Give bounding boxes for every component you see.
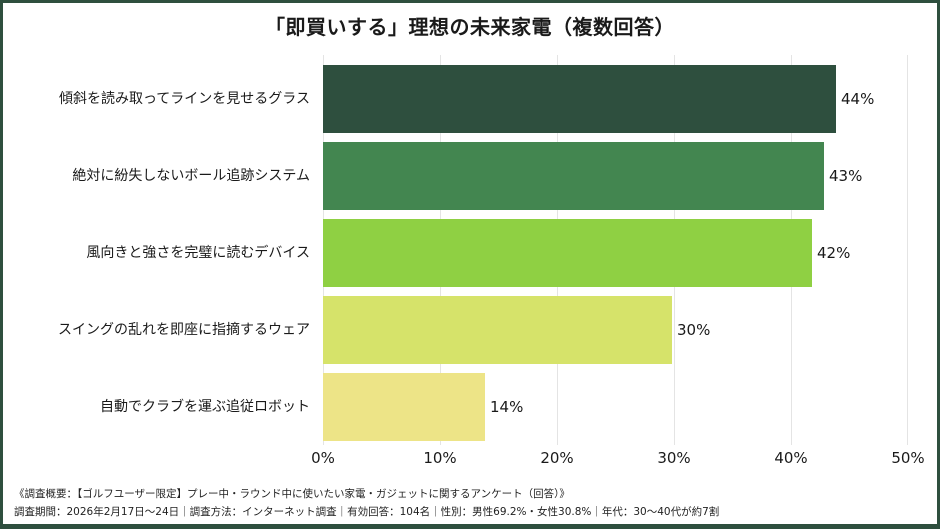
bar-value-label: 43%: [829, 167, 863, 185]
bar-row: 30%: [323, 296, 908, 364]
footnote-line-1: 《調査概要：【ゴルフユーザー限定】プレー中・ラウンド中に使いたい家電・ガジェット…: [14, 488, 570, 500]
x-tick: 10%: [423, 449, 457, 467]
gridline-50: [907, 55, 908, 445]
category-label: 傾斜を読み取ってラインを見せるグラス: [58, 91, 310, 107]
bar-row: 44%: [323, 65, 908, 133]
bar: [323, 296, 672, 364]
bar-row: 14%: [323, 373, 908, 441]
survey-footnote: 《調査概要：【ゴルフユーザー限定】プレー中・ラウンド中に使いたい家電・ガジェット…: [14, 485, 719, 521]
bar-row: 42%: [323, 219, 908, 287]
bar-value-label: 42%: [817, 244, 851, 262]
bar: [323, 142, 824, 210]
plot-area: 44% 43% 42% 30% 14%: [323, 55, 908, 445]
x-tick: 20%: [540, 449, 574, 467]
bar: [323, 65, 836, 133]
bar-value-label: 14%: [490, 398, 524, 416]
category-label: 風向きと強さを完璧に読むデバイス: [86, 245, 310, 261]
chart-title: 「即買いする」理想の未来家電（複数回答）: [265, 15, 675, 39]
bar-value-label: 30%: [677, 321, 711, 339]
bar: [323, 219, 812, 287]
category-label: 絶対に紛失しないボール追跡システム: [72, 168, 310, 184]
x-tick: 30%: [657, 449, 691, 467]
bar: [323, 373, 485, 441]
bar-value-label: 44%: [841, 90, 875, 108]
category-label: スイングの乱れを即座に指摘するウェア: [58, 322, 310, 338]
x-tick: 40%: [774, 449, 808, 467]
x-tick: 50%: [891, 449, 925, 467]
bar-row: 43%: [323, 142, 908, 210]
footnote-line-2: 調査期間：2026年2月17日〜24日｜調査方法：インターネット調査｜有効回答：…: [14, 506, 720, 518]
x-tick: 0%: [311, 449, 335, 467]
category-label: 自動でクラブを運ぶ追従ロボット: [100, 399, 310, 415]
